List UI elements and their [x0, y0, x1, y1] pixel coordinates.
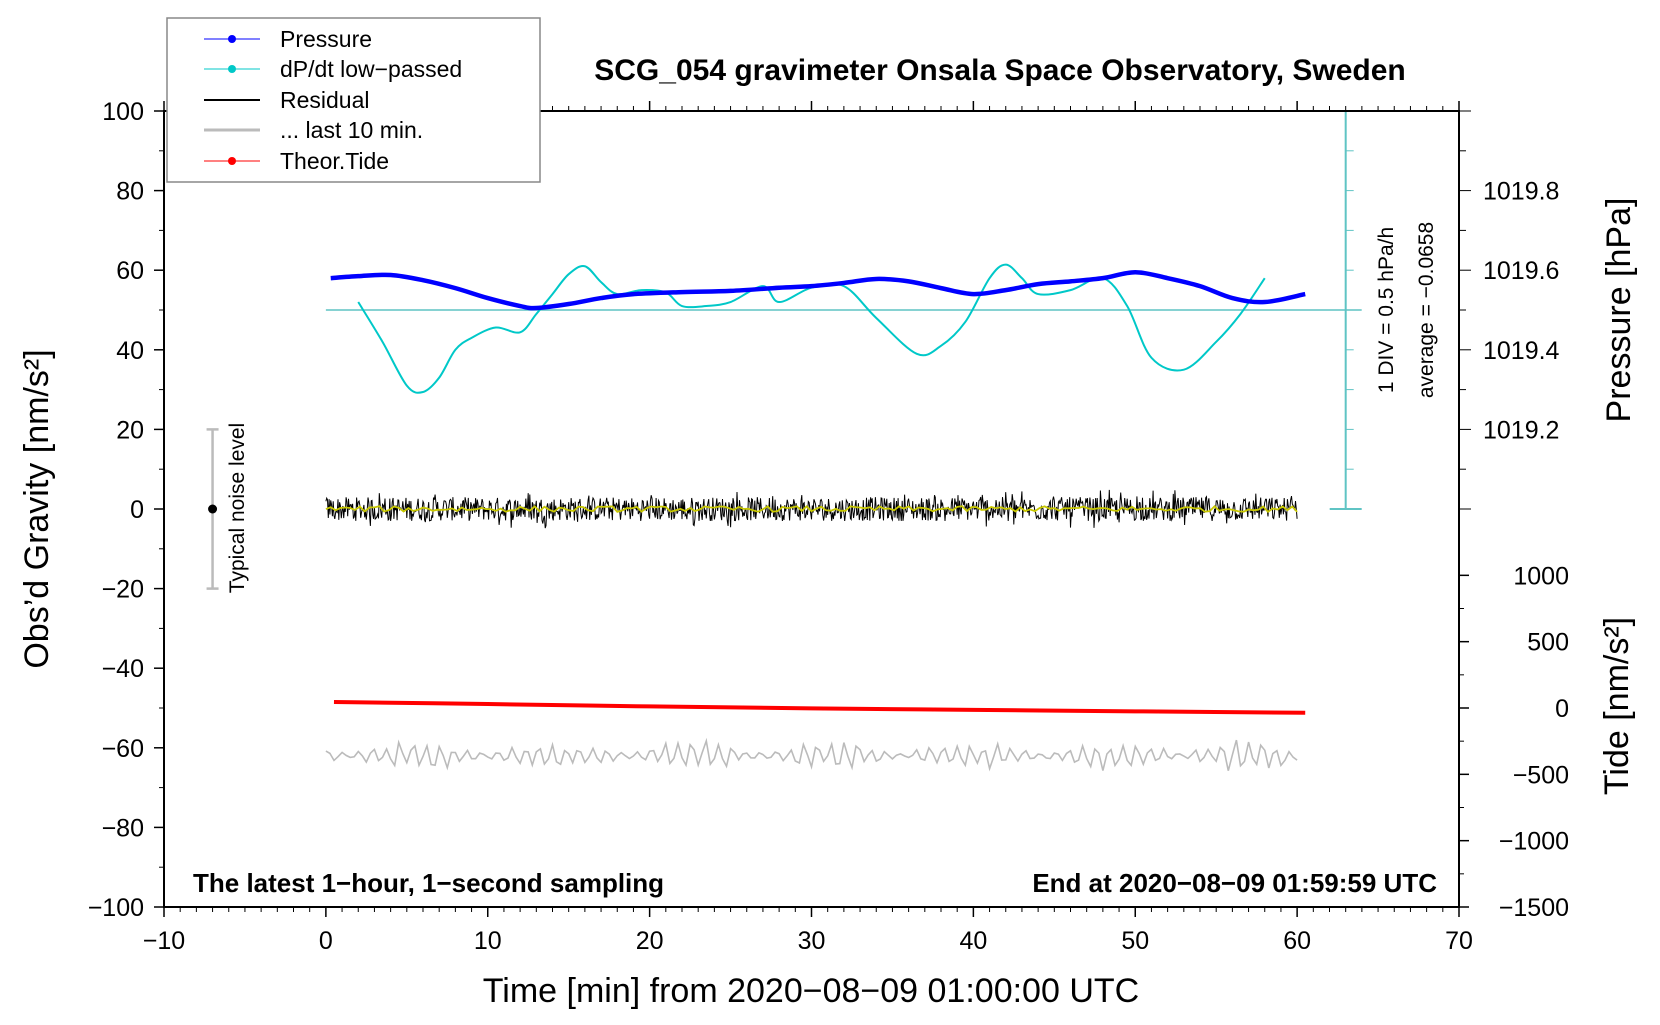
x-tick-label: 0: [319, 927, 333, 955]
x-tick-label: 40: [959, 927, 987, 955]
x-tick-label: −10: [143, 927, 185, 955]
pressure-axis-label: Pressure [hPa]: [1600, 198, 1638, 423]
series-layer: [206, 110, 1362, 772]
pressure-tick-label: 1019.4: [1483, 337, 1560, 365]
legend-residual-label: Residual: [280, 87, 370, 113]
legend-pressure-marker: [228, 35, 236, 43]
tide-tick-label: −1500: [1499, 894, 1569, 922]
y-tick-label: −80: [102, 814, 144, 842]
legend-pressure-label: Pressure: [280, 26, 372, 52]
legend-tide-marker: [228, 157, 236, 165]
series-dpdt: [357, 263, 1266, 394]
pressure-tick-label: 1019.2: [1483, 416, 1559, 444]
legend-tide-label: Theor.Tide: [280, 148, 389, 174]
chart-title: SCG_054 gravimeter Onsala Space Observat…: [594, 54, 1406, 87]
axes-layer: −10 0 10 20 30 40 50 60 70100806040200−20−40−60−…: [88, 98, 1569, 955]
noise-level-label: Typical noise level: [226, 423, 249, 593]
tide-axis-label: Tide [nm/s²]: [1598, 617, 1636, 795]
x-axis-label: Time [min] from 2020−08−09 01:00:00 UTC: [483, 972, 1139, 1010]
legend-dpdt-marker: [228, 65, 236, 73]
legend-dpdt-label: dP/dt low−passed: [280, 56, 462, 82]
y-tick-label: −100: [88, 894, 144, 922]
div-label: 1 DIV = 0.5 hPa/h: [1375, 227, 1398, 393]
tide-tick-label: −500: [1513, 761, 1569, 789]
tide-tick-label: 0: [1555, 695, 1569, 723]
y-tick-label: 100: [102, 98, 144, 126]
sampling-annotation: The latest 1−hour, 1−second sampling: [193, 868, 664, 898]
x-tick-label: 20: [636, 927, 664, 955]
average-label: average = −0.0658: [1415, 222, 1438, 398]
tide-tick-label: −1000: [1499, 828, 1569, 856]
x-tick-label: 70: [1445, 927, 1473, 955]
y-tick-label: 40: [116, 337, 144, 365]
pressure-tick-label: 1019.6: [1483, 257, 1559, 285]
series-residual-smoothed: [325, 505, 1298, 513]
end-time-annotation: End at 2020−08−09 01:59:59 UTC: [1032, 868, 1437, 898]
x-tick-label: 10: [474, 927, 502, 955]
y-axis-label: Obs’d Gravity [nm/s²]: [18, 349, 56, 668]
legend: Pressure dP/dt low−passed Residual ... l…: [166, 17, 541, 183]
series-last-10-min: [325, 737, 1298, 772]
y-tick-label: 80: [116, 178, 144, 206]
legend-last10-label: ... last 10 min.: [280, 117, 423, 143]
tide-tick-label: 500: [1527, 629, 1569, 657]
series-pressure: [330, 269, 1306, 311]
y-tick-label: −60: [102, 735, 144, 763]
y-tick-label: −40: [102, 655, 144, 683]
x-tick-label: 30: [798, 927, 826, 955]
x-tick-label: 50: [1121, 927, 1149, 955]
tide-tick-label: 1000: [1513, 562, 1569, 590]
pressure-tick-label: 1019.8: [1483, 178, 1559, 206]
y-tick-label: 0: [130, 496, 144, 524]
y-tick-label: 20: [116, 416, 144, 444]
y-tick-label: 60: [116, 257, 144, 285]
x-tick-label: 60: [1283, 927, 1311, 955]
y-tick-label: −20: [102, 576, 144, 604]
series-theor-tide: [333, 700, 1306, 715]
noise-level-dot: [208, 504, 218, 514]
